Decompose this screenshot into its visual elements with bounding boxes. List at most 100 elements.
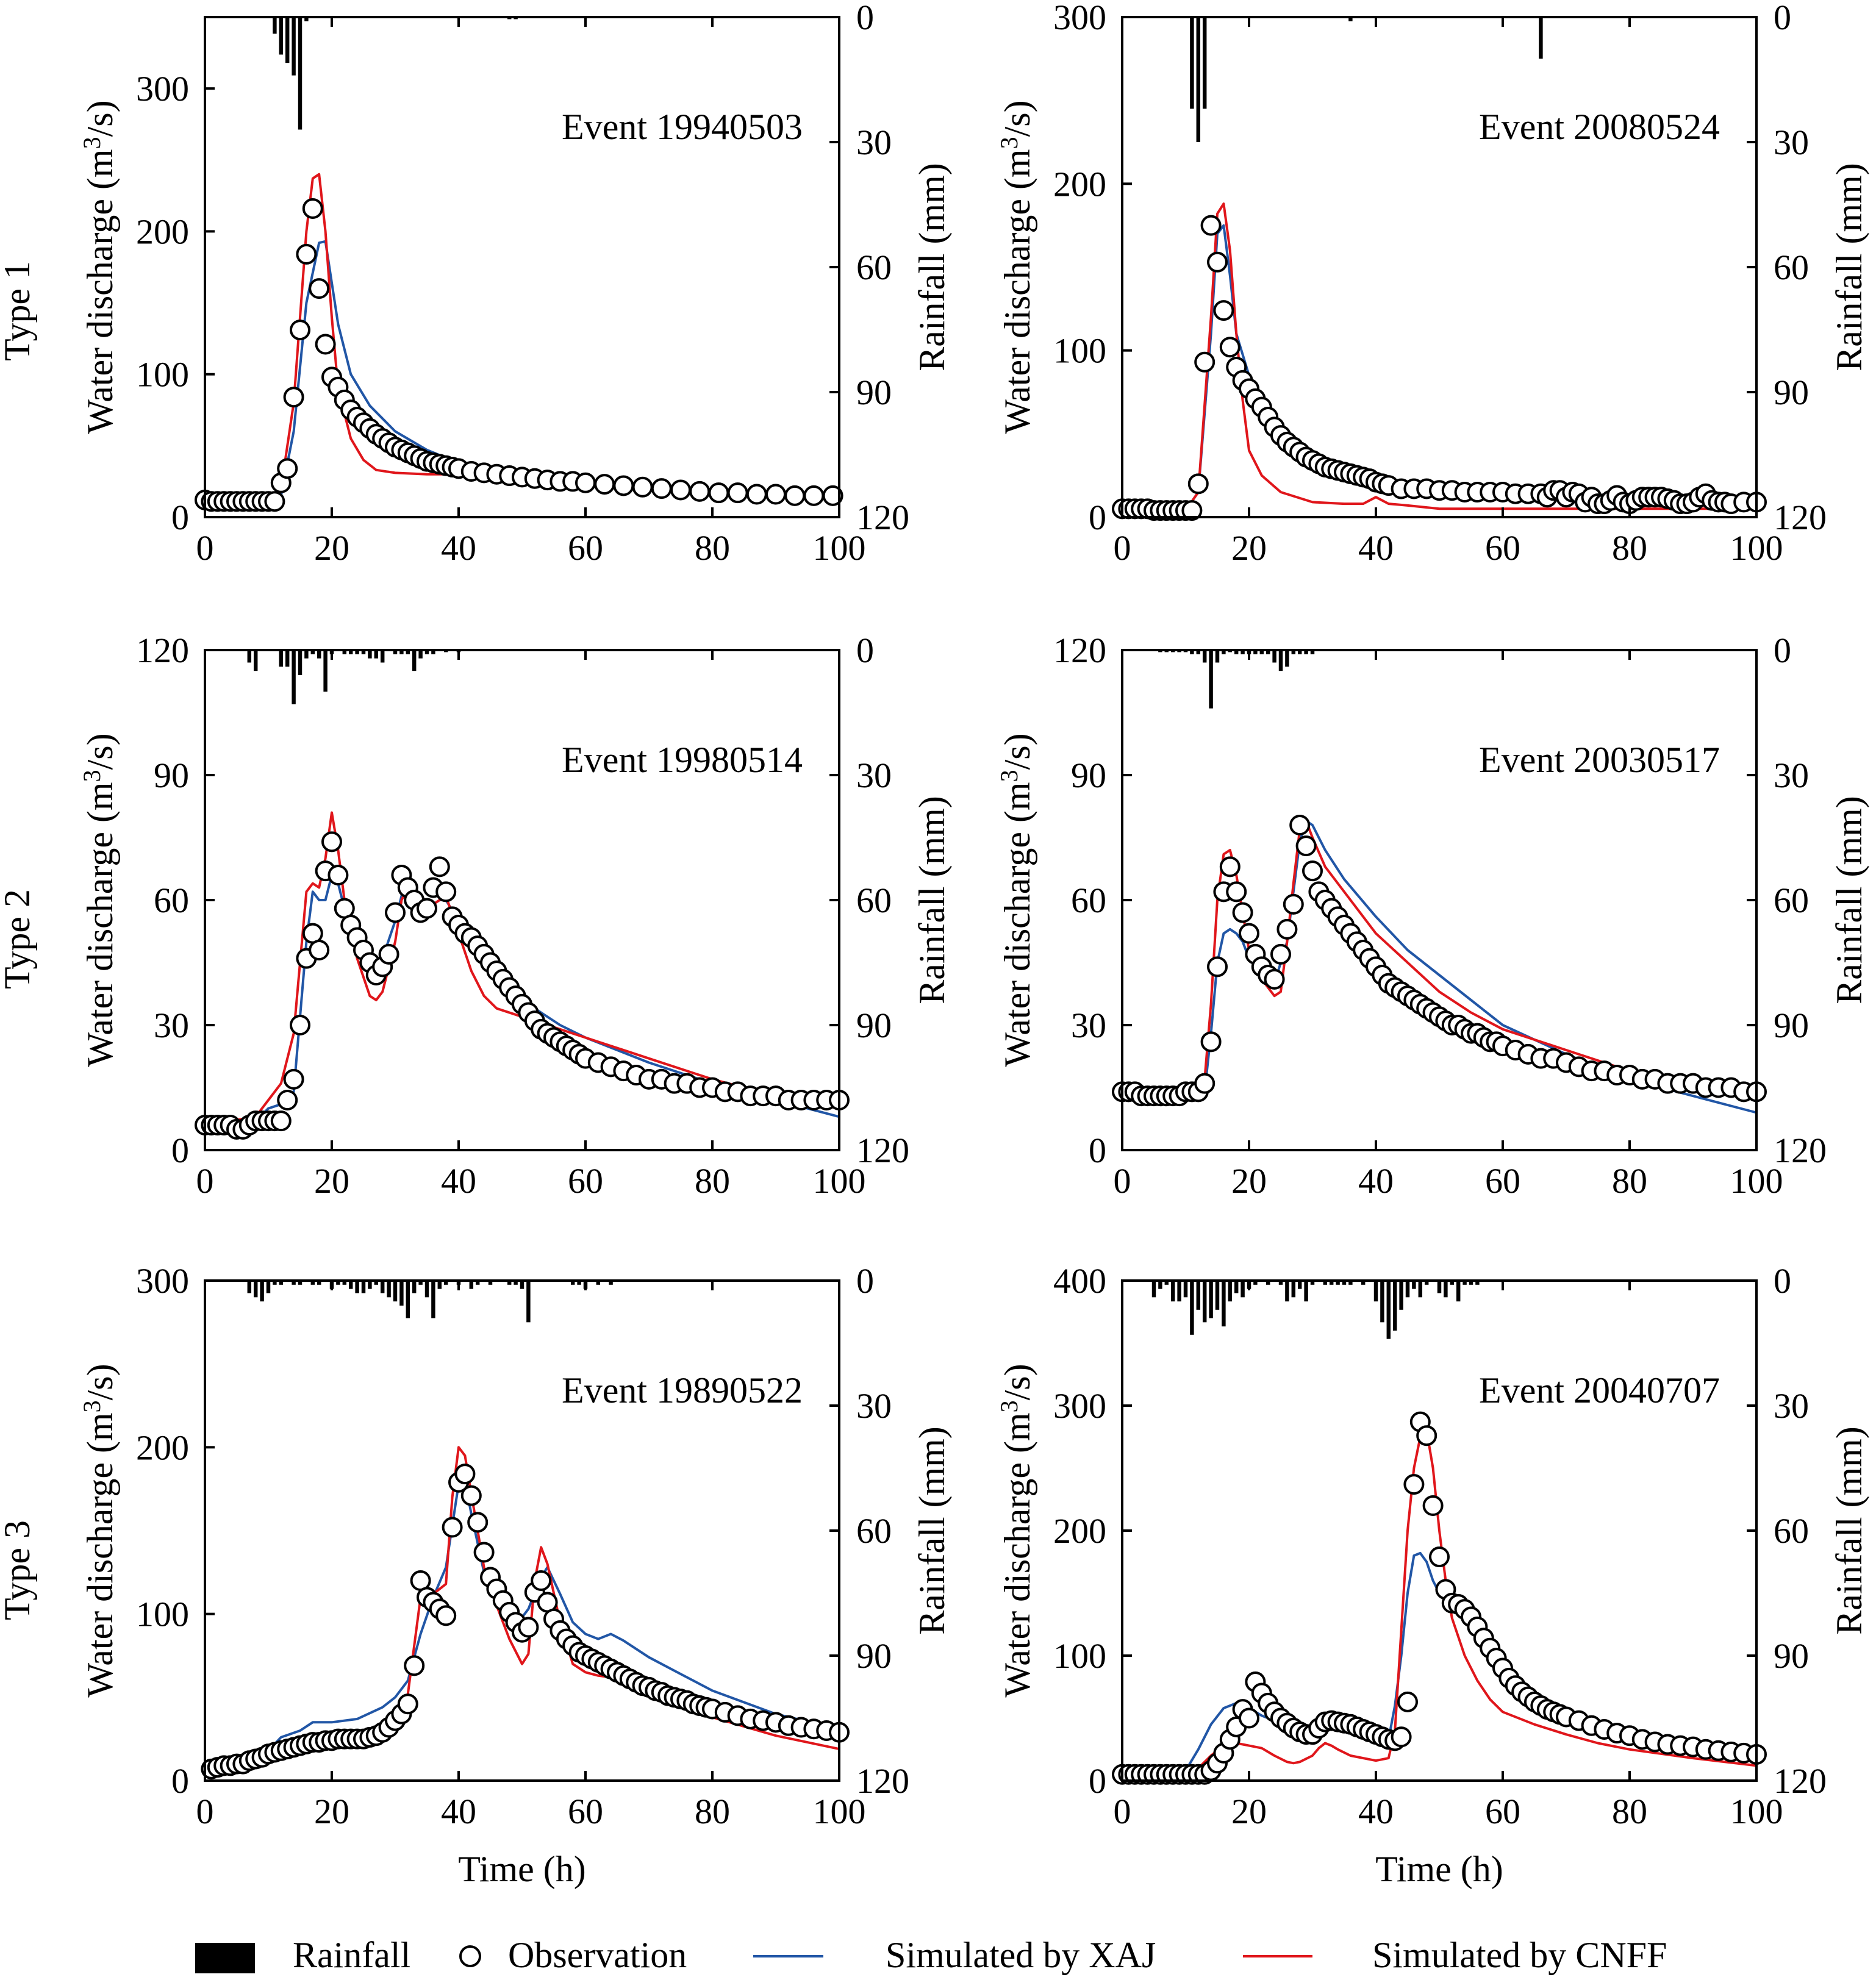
observation-point [1200,1031,1222,1053]
observation-point [594,474,615,495]
rainfall-bar [1209,650,1213,709]
observation-point [290,1015,310,1035]
observation-point [435,1605,457,1626]
y2-tick-label: 0 [856,631,874,670]
rainfall-bar [298,650,303,675]
rainfall-bar [520,1281,524,1289]
observation-point [1239,923,1259,944]
rainfall-bar [292,1281,296,1285]
rainfall-bar [285,650,290,667]
rainfall-bar [1392,1281,1397,1331]
legend-rainfall-swatch [195,1943,255,1973]
rainfall-bar [1259,650,1264,654]
x-tick-label: 60 [568,528,603,568]
y-tick-label: 200 [136,212,189,251]
rainfall-bar [304,17,309,21]
x-tick-label: 80 [1612,528,1647,568]
rainfall-bar [380,650,385,663]
y2-tick-label: 30 [1774,756,1809,795]
rainfall-bar [1304,1281,1308,1302]
observation-point [473,1542,495,1563]
y-tick-label: 100 [1053,1636,1106,1676]
x-tick-label: 20 [314,1161,349,1201]
observation-point [1264,968,1285,990]
rainfall-bar [374,650,379,659]
cnff-line [1122,820,1757,1093]
rainfall-bar [374,1281,379,1285]
rainfall-bar [1158,1281,1162,1289]
observation-point [1283,893,1304,915]
rainfall-bar [526,1281,531,1323]
observation-point [283,1068,304,1090]
x-tick-label: 20 [1231,528,1267,568]
observation-point [321,831,342,853]
rainfall-bar [380,1281,385,1293]
y-tick-label: 200 [1053,1511,1106,1551]
rainfall-bar [247,650,252,663]
y-tick-label: 90 [154,756,189,795]
rainfall-bar [475,1281,480,1285]
y2-tick-label: 120 [1774,1131,1827,1170]
rainfall-bar [1424,1281,1429,1285]
rainfall-bar [1342,1281,1347,1285]
y-tick-label: 120 [1053,631,1106,670]
observation-point [632,476,653,498]
x-tick-label: 40 [441,1792,476,1831]
rainfall-bar [1291,1281,1296,1298]
rainfall-bar [1202,17,1207,109]
x-tick-label: 20 [1231,1161,1267,1201]
y-axis-title: Water discharge (m3/s) [995,1364,1037,1697]
row-label-type-3: Type 3 [0,1520,37,1620]
chart-panel-5: 0 20 40 60 80 100 0 100 200 300 0 30 60 90 120 Water di… [78,1261,952,1889]
x-tick-label: 100 [1730,1792,1783,1831]
rainfall-bar [1437,1281,1442,1293]
y-tick-label: 120 [136,631,189,670]
rainfall-bar [1278,650,1283,671]
rainfall-bar [1412,1281,1416,1289]
observation-point [784,485,806,506]
chart-panel-3: 0 20 40 60 80 100 0 30 60 90 120 0 30 60 90 120 Water di… [78,631,952,1201]
observation-point [460,1485,482,1506]
x-tick-label: 80 [695,528,730,568]
y-tick-label: 300 [136,1261,189,1301]
rainfall-bar [1361,1281,1366,1285]
observation-point [670,479,691,501]
observation-point [429,856,450,878]
observation-point [397,1693,418,1715]
y-tick-label: 100 [136,1595,189,1634]
observation-point [518,1617,539,1638]
xaj-line [204,240,840,503]
y-tick-label: 90 [1071,756,1106,795]
observation-point [1295,835,1317,857]
y2-axis-title: Rainfall (mm) [1829,163,1869,371]
rainfall-bar [387,1281,391,1298]
x-tick-label: 100 [813,1792,866,1831]
rainfall-bar [418,1281,423,1285]
rainfall-bar [577,1281,581,1285]
observation-point [1422,1495,1444,1516]
y-tick-label: 60 [154,881,189,920]
rainfall-bar [1202,1281,1207,1323]
rainfall-bar [298,17,303,130]
rainfall-bar [1190,650,1194,654]
y2-tick-label: 30 [856,1386,892,1426]
observation-point [1219,856,1241,878]
legend-observation-marker [459,1945,481,1967]
rainfall-bar [361,650,366,654]
rainfall-bar [1177,1281,1181,1302]
rainfall-bar [1323,1281,1328,1285]
y-tick-label: 200 [136,1428,189,1467]
rainfall-bar [1170,1281,1175,1302]
rainfall-bar [393,1281,398,1302]
rainfall-bar [406,650,410,654]
x-tick-label: 80 [1612,1792,1647,1831]
event-label: Event 19980514 [562,740,803,780]
observation-point [1276,918,1298,940]
row-label-type-2: Type 2 [0,889,37,989]
rainfall-bar [1456,1281,1461,1302]
rainfall-bar [1266,650,1270,654]
rainfall-bar [1336,1281,1340,1285]
y-axis-title: Water discharge (m3/s) [995,733,1037,1067]
rainfall-bar [253,1281,258,1298]
